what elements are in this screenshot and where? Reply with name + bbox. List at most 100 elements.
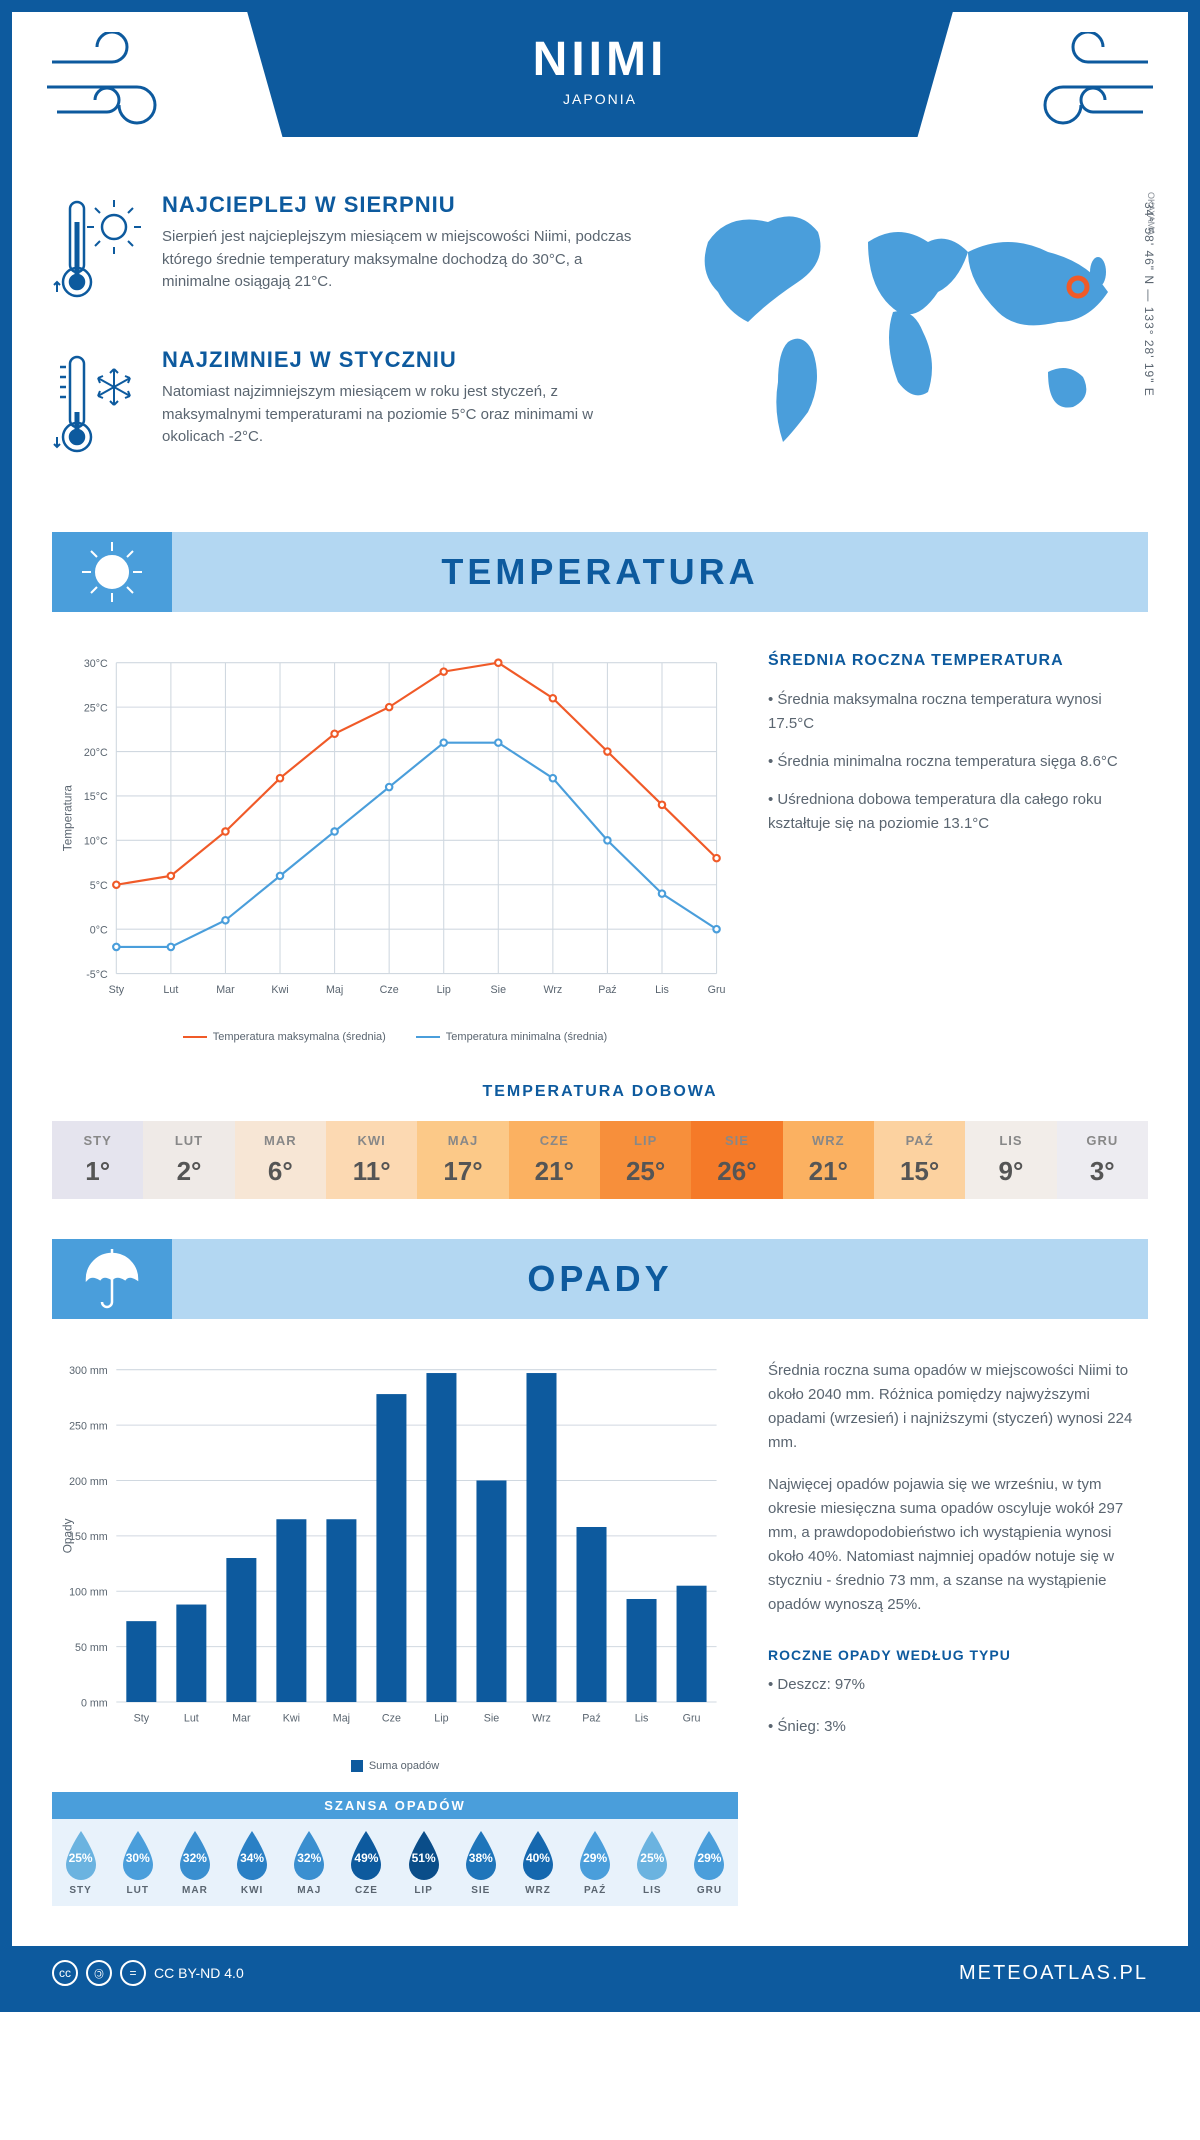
svg-text:20°C: 20°C [84,747,108,759]
license-block: cc 🄯 = CC BY-ND 4.0 [52,1960,244,1986]
svg-text:Lip: Lip [437,984,451,996]
precipitation-section-header: OPADY [52,1239,1148,1319]
svg-text:Lip: Lip [434,1713,448,1725]
svg-text:Sie: Sie [491,984,507,996]
daily-temp-title: TEMPERATURA DOBOWA [52,1083,1148,1101]
coldest-text: NAJZIMNIEJ W STYCZNIU Natomiast najzimni… [162,347,638,472]
svg-text:50 mm: 50 mm [75,1642,108,1654]
svg-text:30°C: 30°C [84,658,108,670]
page: NIIMI JAPONIA [0,0,1200,2012]
license-text: CC BY-ND 4.0 [154,1965,244,1981]
raindrop-icon: 32% [288,1829,330,1881]
raindrop-icon: 49% [345,1829,387,1881]
legend-item: Temperatura maksymalna (średnia) [183,1031,386,1043]
precip-p2: Najwięcej opadów pojawia się we wrześniu… [768,1473,1148,1617]
daily-temp-cell: SIE26° [691,1121,782,1199]
temp-bullet: • Średnia maksymalna roczna temperatura … [768,688,1148,736]
svg-text:Lis: Lis [655,984,669,996]
svg-text:Lis: Lis [635,1713,649,1725]
chance-cell: 30% LUT [109,1829,166,1896]
precipitation-title: OPADY [527,1258,672,1300]
svg-text:Cze: Cze [380,984,399,996]
header: NIIMI JAPONIA [12,12,1188,192]
svg-text:0 mm: 0 mm [81,1698,108,1710]
precip-chance-box: SZANSA OPADÓW 25% STY 30% LUT 32% MAR 34… [52,1792,738,1906]
raindrop-icon: 32% [174,1829,216,1881]
coldest-desc: Natomiast najzimniejszym miesiącem w rok… [162,381,638,449]
svg-text:Wrz: Wrz [532,1713,551,1725]
svg-text:Lut: Lut [184,1713,199,1725]
svg-text:Kwi: Kwi [283,1713,300,1725]
country-name: JAPONIA [247,91,953,107]
temperature-body: -5°C0°C5°C10°C15°C20°C25°C30°CStyLutMarK… [12,612,1188,1083]
chance-cell: 32% MAJ [281,1829,338,1896]
svg-text:5°C: 5°C [90,880,108,892]
daily-temp-cell: LIP25° [600,1121,691,1199]
temp-bullet: • Średnia minimalna roczna temperatura s… [768,750,1148,774]
temp-bullet: • Uśredniona dobowa temperatura dla całe… [768,788,1148,836]
svg-text:300 mm: 300 mm [69,1365,108,1377]
nd-icon: = [120,1960,146,1986]
raindrop-icon: 25% [60,1829,102,1881]
svg-text:Sty: Sty [134,1713,150,1725]
svg-text:10°C: 10°C [84,836,108,848]
daily-temp-cell: LUT2° [143,1121,234,1199]
daily-temp-cell: CZE21° [509,1121,600,1199]
svg-text:Kwi: Kwi [271,984,288,996]
daily-temp-cell: STY1° [52,1121,143,1199]
title-banner: NIIMI JAPONIA [247,12,953,137]
wind-icon-left [42,32,182,147]
precipitation-legend: Suma opadów [52,1760,738,1772]
daily-temp-cell: MAJ17° [417,1121,508,1199]
raindrop-icon: 30% [117,1829,159,1881]
svg-text:Cze: Cze [382,1713,401,1725]
temperature-section-header: TEMPERATURA [52,532,1148,612]
svg-text:Gru: Gru [683,1713,701,1725]
umbrella-icon [52,1239,172,1319]
svg-text:200 mm: 200 mm [69,1476,108,1488]
warmest-title: NAJCIEPLEJ W SIERPNIU [162,192,638,218]
svg-text:Mar: Mar [216,984,235,996]
svg-text:25°C: 25°C [84,702,108,714]
svg-text:Paź: Paź [598,984,616,996]
coordinates-label: 34° 58' 46" N — 133° 28' 19" E [1142,202,1156,397]
coldest-block: NAJZIMNIEJ W STYCZNIU Natomiast najzimni… [52,347,638,472]
raindrop-icon: 29% [574,1829,616,1881]
svg-text:15°C: 15°C [84,791,108,803]
svg-text:Maj: Maj [333,1713,350,1725]
site-name: METEOATLAS.PL [959,1962,1148,1985]
cc-icon: cc [52,1960,78,1986]
svg-text:Opady: Opady [61,1519,74,1554]
svg-text:250 mm: 250 mm [69,1421,108,1433]
temperature-title: TEMPERATURA [441,551,758,593]
chance-cell: 29% GRU [681,1829,738,1896]
svg-text:100 mm: 100 mm [69,1587,108,1599]
raindrop-icon: 38% [460,1829,502,1881]
chance-cell: 25% LIS [624,1829,681,1896]
coldest-title: NAJZIMNIEJ W STYCZNIU [162,347,638,373]
svg-text:Mar: Mar [232,1713,251,1725]
sun-icon [52,532,172,612]
warmest-desc: Sierpień jest najcieplejszym miesiącem w… [162,226,638,294]
chance-title: SZANSA OPADÓW [52,1792,738,1819]
map-panel: OKAYAMA 34° 58' 46" N — 133° 28' 19" E [668,192,1148,502]
city-name: NIIMI [247,32,953,87]
chance-cell: 49% CZE [338,1829,395,1896]
svg-text:Lut: Lut [163,984,178,996]
svg-text:150 mm: 150 mm [69,1532,108,1544]
precip-type-title: ROCZNE OPADY WEDŁUG TYPU [768,1647,1148,1663]
svg-text:-5°C: -5°C [86,969,108,981]
chance-cell: 51% LIP [395,1829,452,1896]
footer: cc 🄯 = CC BY-ND 4.0 METEOATLAS.PL [12,1946,1188,2000]
temperature-info: ŚREDNIA ROCZNA TEMPERATURA • Średnia mak… [768,652,1148,1043]
chance-cell: 34% KWI [224,1829,281,1896]
svg-text:Maj: Maj [326,984,343,996]
raindrop-icon: 29% [688,1829,730,1881]
svg-text:Wrz: Wrz [543,984,562,996]
svg-text:Gru: Gru [708,984,726,996]
raindrop-icon: 40% [517,1829,559,1881]
legend-item: Temperatura minimalna (średnia) [416,1031,607,1043]
chance-cell: 32% MAR [166,1829,223,1896]
intro-section: NAJCIEPLEJ W SIERPNIU Sierpień jest najc… [12,192,1188,532]
thermometer-sun-icon [52,192,142,317]
